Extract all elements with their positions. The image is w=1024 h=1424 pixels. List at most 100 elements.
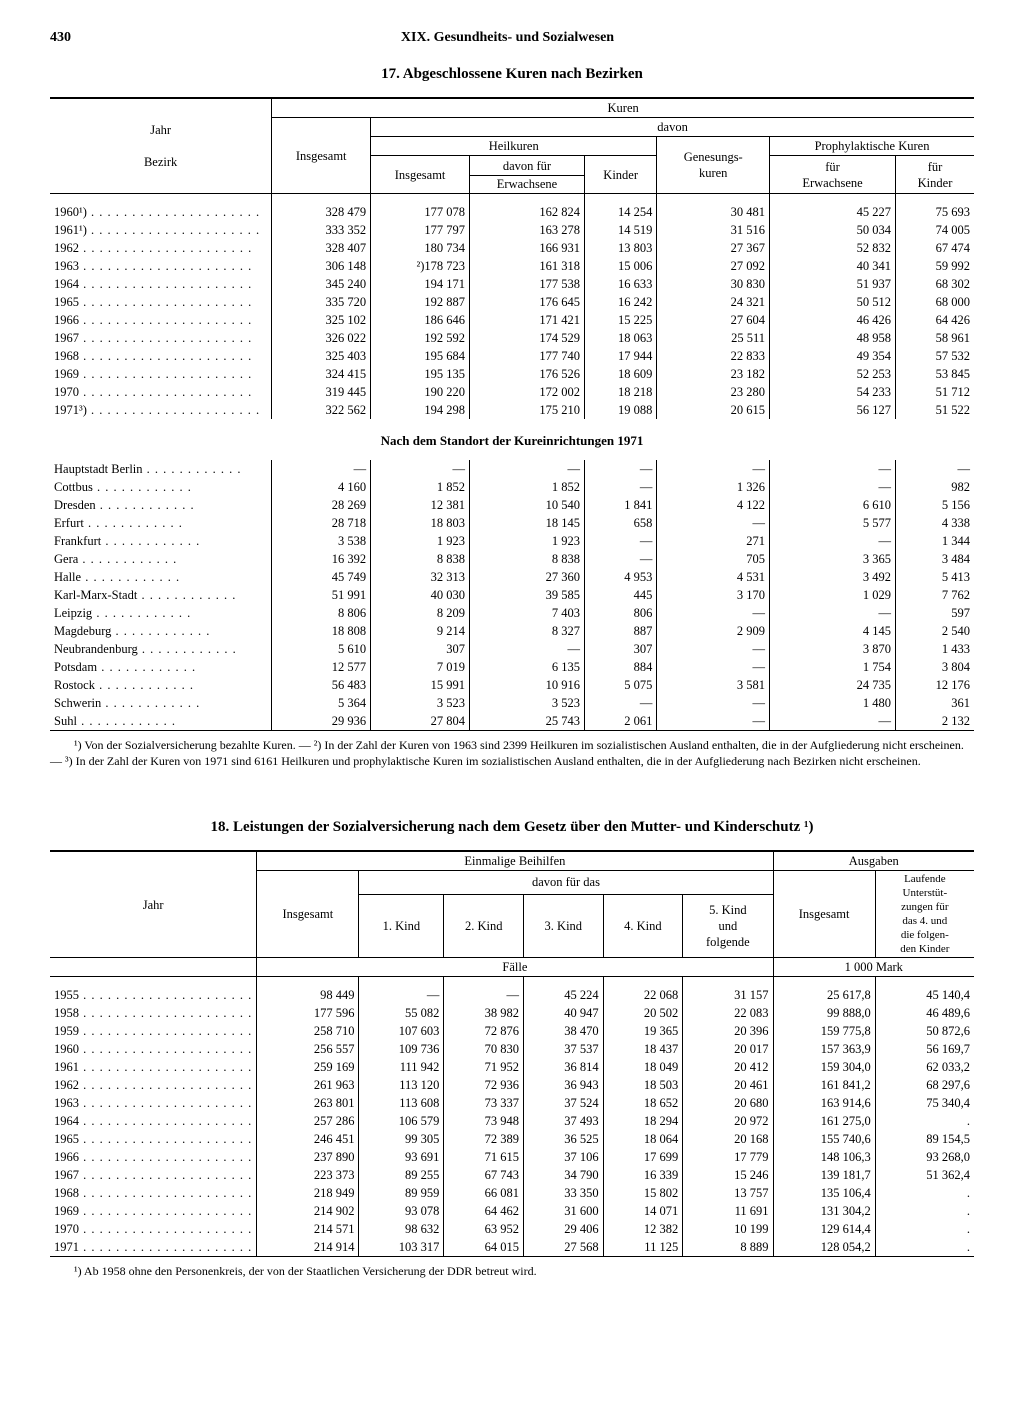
cell: 27 804 [371,712,470,731]
th-jahr: Jahr [150,123,171,137]
cell: 1 852 [371,478,470,496]
cell: 1 326 [657,478,770,496]
cell: 177 797 [371,221,470,239]
row-label: 1961 [50,1058,257,1076]
cell: 6 135 [470,658,585,676]
row-label: 1958 [50,1004,257,1022]
th-proph: Prophylaktische Kuren [770,137,974,156]
table-row: Gera16 3928 8388 838—7053 3653 484 [50,550,974,568]
cell: 93 268,0 [875,1148,974,1166]
cell: ²)178 723 [371,257,470,275]
cell: 2 132 [896,712,975,731]
th-bezirk: Bezirk [144,155,177,169]
cell: 325 403 [272,347,371,365]
th-davon: davon [371,118,974,137]
th18-faelle: Fälle [257,958,773,977]
row-label: 1965 [50,1130,257,1148]
row-label: 1960 [50,1040,257,1058]
cell: 48 958 [770,329,896,347]
cell: 27 568 [524,1238,604,1257]
cell: 99 888,0 [773,1004,875,1022]
cell: 37 537 [524,1040,604,1058]
row-label: Halle [50,568,272,586]
cell: 180 734 [371,239,470,257]
row-label: 1967 [50,1166,257,1184]
cell: 177 538 [470,275,585,293]
row-label: Erfurt [50,514,272,532]
table-row: 1971214 914103 31764 01527 56811 1258 88… [50,1238,974,1257]
row-label: 1970 [50,1220,257,1238]
cell: 31 600 [524,1202,604,1220]
row-label: 1970 [50,383,272,401]
cell: 8 838 [371,550,470,568]
table-row: 1958177 59655 08238 98240 94720 50222 08… [50,1004,974,1022]
cell: 19 088 [584,401,656,419]
table-row: 1971³)322 562194 298175 21019 08820 6155… [50,401,974,419]
table-row: 1961¹)333 352177 797163 27814 51931 5165… [50,221,974,239]
cell: 20 017 [683,1040,773,1058]
row-label: 1966 [50,311,272,329]
table-row: 1964257 286106 57973 94837 49318 29420 9… [50,1112,974,1130]
cell: 14 254 [584,194,656,222]
cell: 5 413 [896,568,975,586]
cell: 155 740,6 [773,1130,875,1148]
row-label: Gera [50,550,272,568]
cell: 258 710 [257,1022,359,1040]
table-row: 1959258 710107 60372 87638 47019 36520 3… [50,1022,974,1040]
cell: 53 845 [896,365,975,383]
table-row: 1970319 445190 220172 00218 21823 28054 … [50,383,974,401]
cell: 658 [584,514,656,532]
cell: 63 952 [444,1220,524,1238]
cell: 107 603 [359,1022,444,1040]
cell: 176 526 [470,365,585,383]
cell: 175 210 [470,401,585,419]
cell: — [359,977,444,1005]
cell: 18 294 [603,1112,683,1130]
cell: — [584,532,656,550]
cell: . [875,1202,974,1220]
cell: — [272,460,371,478]
cell: 15 246 [683,1166,773,1184]
row-label: 1971 [50,1238,257,1257]
cell: 257 286 [257,1112,359,1130]
cell: 3 492 [770,568,896,586]
cell: — [584,694,656,712]
cell: 51 937 [770,275,896,293]
cell: 64 015 [444,1238,524,1257]
cell: 4 145 [770,622,896,640]
cell: 2 540 [896,622,975,640]
cell: 50 034 [770,221,896,239]
cell: 10 199 [683,1220,773,1238]
cell: 3 523 [470,694,585,712]
cell: 259 169 [257,1058,359,1076]
cell: 166 931 [470,239,585,257]
cell: 67 474 [896,239,975,257]
cell: 13 803 [584,239,656,257]
th18-laufende: Laufende Unterstüt- zungen für das 4. un… [875,871,974,958]
cell: 29 406 [524,1220,604,1238]
cell: 214 914 [257,1238,359,1257]
cell: 73 948 [444,1112,524,1130]
cell: 54 233 [770,383,896,401]
cell: 157 363,9 [773,1040,875,1058]
table18-footnote: ¹) Ab 1958 ohne den Personenkreis, der v… [50,1263,974,1279]
row-label: Leipzig [50,604,272,622]
cell: 218 949 [257,1184,359,1202]
cell: 70 830 [444,1040,524,1058]
cell: 1 480 [770,694,896,712]
th18-k5: 5. Kind und folgende [683,894,773,958]
cell: 36 525 [524,1130,604,1148]
cell: 62 033,2 [875,1058,974,1076]
cell: 806 [584,604,656,622]
cell: 68 000 [896,293,975,311]
th-proph-erw: für Erwachsene [770,156,896,194]
cell: 40 947 [524,1004,604,1022]
table18-title: 18. Leistungen der Sozialversicherung na… [50,819,974,836]
cell: 51 712 [896,383,975,401]
table-row: 1963263 801113 60873 33737 52418 65220 6… [50,1094,974,1112]
row-label: Neubrandenburg [50,640,272,658]
cell: 40 030 [371,586,470,604]
cell: 324 415 [272,365,371,383]
cell: 445 [584,586,656,604]
cell: 263 801 [257,1094,359,1112]
